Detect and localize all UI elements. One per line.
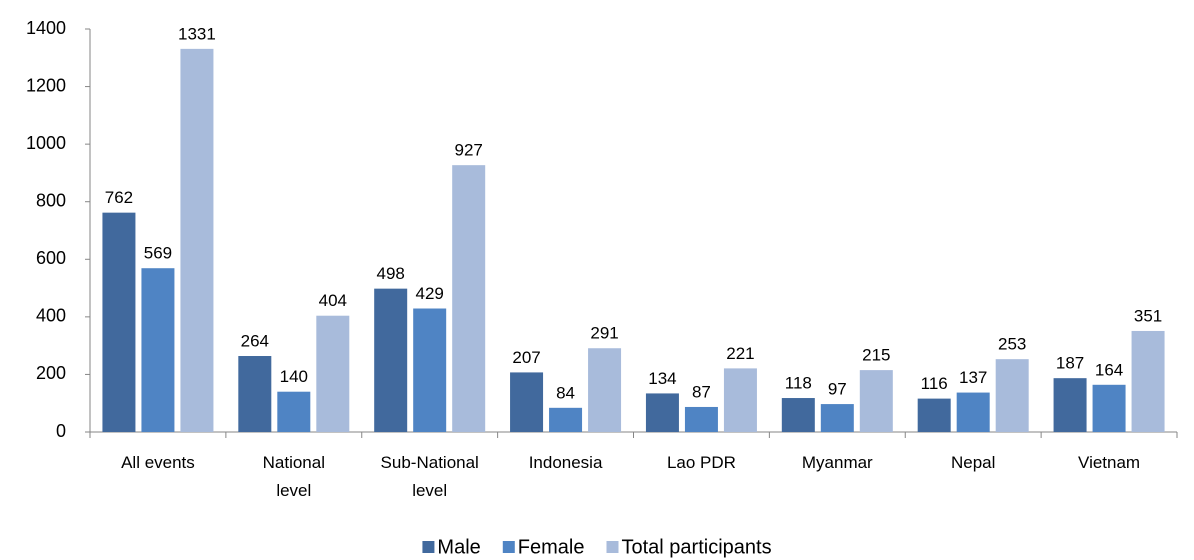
value-label: 429 xyxy=(416,284,444,303)
legend-swatch xyxy=(606,541,619,553)
y-tick-label: 200 xyxy=(36,363,66,383)
bar xyxy=(859,370,893,432)
value-label: 569 xyxy=(144,244,172,263)
value-label: 116 xyxy=(921,374,948,393)
value-label: 215 xyxy=(862,346,890,365)
x-tick-label: Nepal xyxy=(951,453,995,472)
y-tick-label: 400 xyxy=(36,306,66,326)
legend-label: Female xyxy=(518,536,585,558)
legend: Male Female Total participants xyxy=(422,536,772,558)
value-label: 207 xyxy=(512,348,540,367)
x-tick-label: Lao PDR xyxy=(667,453,736,472)
bar xyxy=(374,288,408,432)
y-tick-label: 600 xyxy=(36,248,66,268)
value-label: 404 xyxy=(319,291,347,310)
value-label: 1331 xyxy=(178,24,216,43)
bar xyxy=(141,268,175,432)
value-label: 140 xyxy=(280,367,308,386)
y-tick-label: 1200 xyxy=(26,75,66,95)
bar xyxy=(452,165,486,432)
value-label: 264 xyxy=(241,331,269,350)
bar xyxy=(723,368,757,432)
x-tick-label: All events xyxy=(121,453,195,472)
value-label: 221 xyxy=(726,344,754,363)
value-label: 84 xyxy=(556,383,575,402)
legend-swatch xyxy=(502,541,515,553)
value-label: 187 xyxy=(1056,354,1084,373)
bar xyxy=(820,404,854,432)
bar xyxy=(549,407,583,432)
x-tick-label: Indonesia xyxy=(529,453,603,472)
bar xyxy=(510,372,544,432)
y-tick-label: 1000 xyxy=(26,133,66,153)
y-tick-label: 1400 xyxy=(26,18,66,38)
y-tick-label: 800 xyxy=(36,190,66,210)
bar xyxy=(180,48,214,432)
x-tick-label: Vietnam xyxy=(1078,453,1140,472)
bar xyxy=(1131,330,1165,432)
bar xyxy=(781,398,815,432)
legend-swatch xyxy=(422,541,435,553)
bar xyxy=(995,359,1029,432)
bar xyxy=(1092,384,1126,432)
bar xyxy=(1053,378,1087,432)
value-label: 134 xyxy=(648,369,676,388)
bar xyxy=(956,392,990,432)
x-tick-label: Myanmar xyxy=(802,453,873,472)
value-label: 137 xyxy=(959,368,987,387)
bar xyxy=(917,398,951,432)
value-label: 351 xyxy=(1134,306,1162,325)
value-label: 498 xyxy=(377,264,405,283)
y-tick-label: 0 xyxy=(56,421,66,441)
bar xyxy=(588,348,622,432)
bar xyxy=(413,308,447,432)
value-label: 97 xyxy=(828,380,847,399)
x-tick-label: National level xyxy=(263,453,325,500)
value-label: 927 xyxy=(455,141,483,160)
x-tick-label: Sub-National level xyxy=(381,453,479,500)
bar xyxy=(277,391,311,432)
legend-label: Male xyxy=(437,536,480,558)
bar xyxy=(102,212,136,432)
value-label: 253 xyxy=(998,335,1026,354)
value-label: 164 xyxy=(1095,360,1123,379)
value-label: 87 xyxy=(692,382,711,401)
value-label: 762 xyxy=(105,188,133,207)
bar xyxy=(316,315,350,432)
legend-label: Total participants xyxy=(621,536,771,558)
bar xyxy=(645,393,679,432)
value-label: 118 xyxy=(785,374,812,393)
bar xyxy=(684,406,718,432)
value-label: 291 xyxy=(590,324,618,343)
bar xyxy=(238,356,272,432)
